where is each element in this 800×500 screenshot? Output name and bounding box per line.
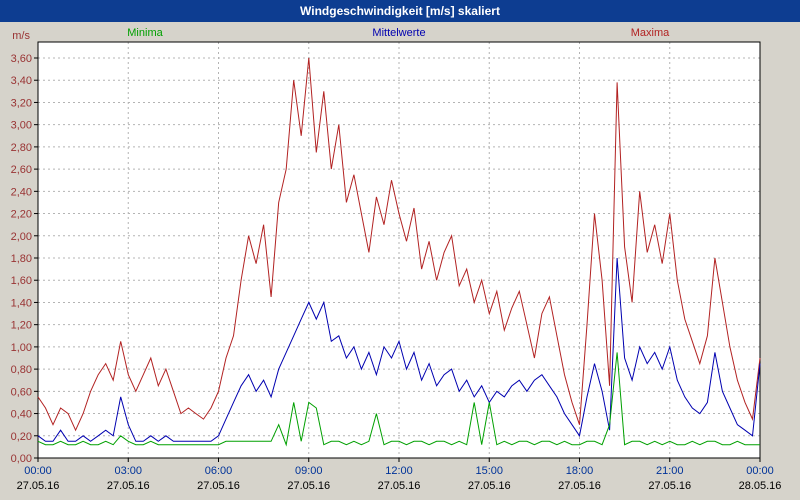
y-tick-label: 3,20 [11,97,32,109]
y-tick-label: 0,20 [11,431,32,443]
y-tick-label: 1,00 [11,342,32,354]
x-date-label: 28.05.16 [739,480,782,492]
legend-maxima: Maxima [630,27,670,39]
x-date-label: 27.05.16 [468,480,511,492]
x-time-label: 15:00 [475,465,503,477]
series-line-minima [37,352,760,447]
y-tick-label: 1,40 [11,297,32,309]
y-tick-label: 0,40 [11,409,32,421]
y-tick-label: 0,60 [11,386,32,398]
y-tick-label: 0,00 [11,453,32,465]
y-tick-label: 0,80 [11,364,32,376]
x-time-label: 09:00 [295,465,323,477]
y-tick-label: 2,60 [11,164,32,176]
window-title: Windgeschwindigkeit [m/s] skaliert [0,0,800,22]
y-tick-label: 1,80 [11,253,32,265]
x-time-label: 00:00 [24,465,52,477]
series-line-mittelwerte [37,257,761,442]
x-time-label: 00:00 [746,465,774,477]
x-time-label: 03:00 [114,465,142,477]
x-date-label: 27.05.16 [197,480,240,492]
x-date-label: 27.05.16 [287,480,330,492]
x-date-label: 27.05.16 [648,480,691,492]
y-tick-label: 3,40 [11,75,32,87]
legend-minima: Minima [127,27,163,39]
y-tick-label: 3,60 [11,53,32,65]
y-tick-label: 2,80 [11,142,32,154]
y-tick-label: 2,00 [11,231,32,243]
legend-mittelwerte: Mittelwerte [372,27,426,39]
x-date-label: 27.05.16 [107,480,150,492]
y-tick-label: 2,20 [11,209,32,221]
x-time-label: 21:00 [656,465,684,477]
x-date-label: 27.05.16 [378,480,421,492]
x-time-label: 06:00 [205,465,233,477]
y-tick-label: 1,20 [11,320,32,332]
x-date-label: 27.05.16 [17,480,60,492]
series-line-maxima [37,57,761,432]
y-tick-label: 1,60 [11,275,32,287]
x-time-label: 18:00 [566,465,594,477]
x-date-label: 27.05.16 [558,480,601,492]
y-tick-label: 2,40 [11,186,32,198]
y-tick-label: 3,00 [11,120,32,132]
x-time-label: 12:00 [385,465,413,477]
y-axis-unit-label: m/s [12,30,30,42]
